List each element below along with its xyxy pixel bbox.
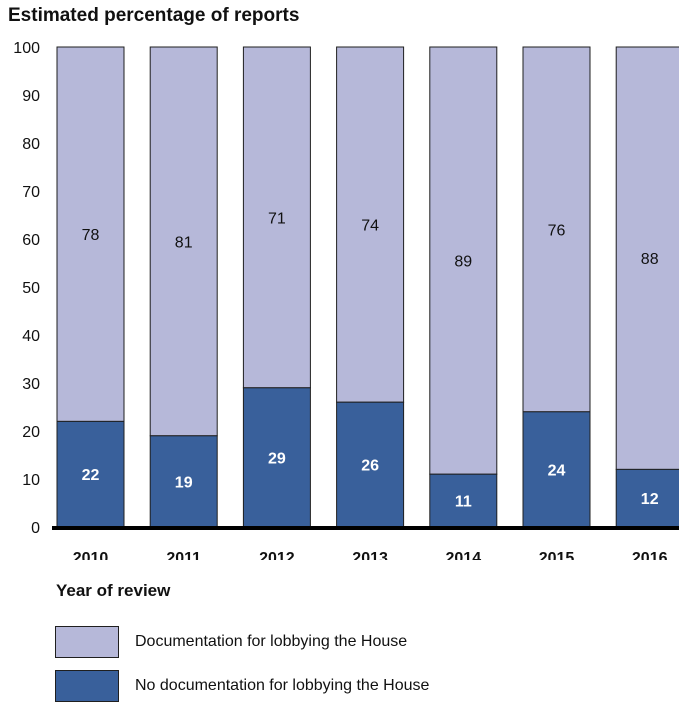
data-label-documentation: 81 <box>175 234 193 251</box>
legend-label-no-documentation: No documentation for lobbying the House <box>135 677 430 694</box>
bar-no-documentation <box>149 435 218 528</box>
y-tick-label: 10 <box>22 472 40 489</box>
legend-item-documentation: Documentation for lobbying the House <box>55 626 535 664</box>
bar-no-documentation <box>242 387 311 528</box>
x-tick-label: 2014 <box>446 550 482 560</box>
legend-label-documentation: Documentation for lobbying the House <box>135 633 408 650</box>
legend-item-no-documentation: No documentation for lobbying the House <box>55 670 535 708</box>
legend-swatch-no-documentation <box>55 670 119 702</box>
x-tick-label: 2010 <box>73 550 109 560</box>
y-tick-label: 0 <box>31 520 40 537</box>
y-tick-label: 30 <box>22 376 40 393</box>
bar-documentation <box>242 46 311 389</box>
data-label-documentation: 74 <box>361 218 379 235</box>
x-tick-label: 2016 <box>632 550 668 560</box>
bar-no-documentation <box>615 468 679 528</box>
data-label-no-documentation: 11 <box>455 494 472 511</box>
data-label-no-documentation: 22 <box>82 467 100 484</box>
data-label-no-documentation: 19 <box>175 474 193 491</box>
bar-documentation <box>336 46 405 403</box>
data-label-documentation: 78 <box>82 227 100 244</box>
bar-documentation <box>56 46 125 422</box>
y-tick-label: 50 <box>22 280 40 297</box>
bar-no-documentation <box>336 401 405 528</box>
bar-documentation <box>149 46 218 437</box>
y-tick-label: 90 <box>22 88 40 105</box>
chart-title: Estimated percentage of reports <box>8 5 300 26</box>
x-tick-label: 2015 <box>539 550 575 560</box>
data-label-no-documentation: 26 <box>361 458 379 475</box>
data-label-no-documentation: 24 <box>548 462 566 479</box>
y-tick-label: 40 <box>22 328 40 345</box>
legend-swatch-documentation <box>55 626 119 658</box>
legend: Documentation for lobbying the House No … <box>55 626 535 714</box>
bar-documentation <box>429 46 498 475</box>
data-label-no-documentation: 12 <box>641 491 659 508</box>
data-label-documentation: 71 <box>268 210 286 227</box>
x-tick-label: 2011 <box>166 550 201 560</box>
y-tick-label: 70 <box>22 184 40 201</box>
stacked-bar-chart: 0 10 20 30 40 50 60 70 80 90 100 78 22 2010 81 19 2011 71… <box>13 40 679 560</box>
x-tick-label: 2013 <box>352 550 388 560</box>
bar-no-documentation <box>522 411 591 528</box>
bar-documentation <box>522 46 591 413</box>
bar-documentation <box>615 46 679 470</box>
x-tick-label: 2012 <box>259 550 295 560</box>
y-tick-label: 20 <box>22 424 40 441</box>
y-tick-label: 100 <box>13 40 40 57</box>
data-label-no-documentation: 29 <box>268 450 286 467</box>
data-label-documentation: 89 <box>454 254 472 271</box>
data-label-documentation: 88 <box>641 251 659 268</box>
y-tick-label: 80 <box>22 136 40 153</box>
y-tick-label: 60 <box>22 232 40 249</box>
data-label-documentation: 76 <box>548 222 566 239</box>
x-axis-label: Year of review <box>56 581 171 600</box>
